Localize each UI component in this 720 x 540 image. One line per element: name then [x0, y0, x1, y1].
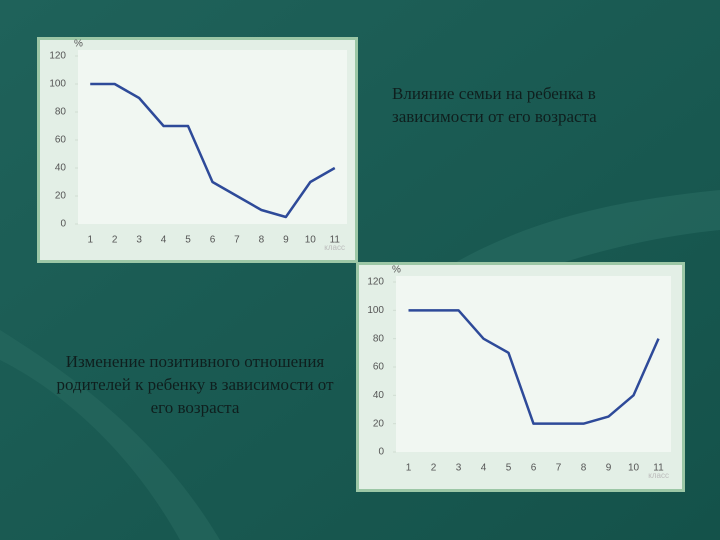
- y-tick-label: 120: [49, 51, 66, 62]
- data-line: [90, 82, 336, 219]
- x-tick-label: 1: [87, 235, 93, 246]
- chart: % класс 0 20 40 60 80 100 120 1 2 3 4 5 6 7 8 9 10 11: [37, 37, 358, 263]
- x-tick-label: 3: [136, 235, 142, 246]
- y-tick-label: 0: [60, 219, 66, 230]
- y-axis-label: %: [392, 265, 401, 276]
- x-tick-label: 8: [259, 235, 265, 246]
- data-line: [408, 309, 660, 425]
- x-tick-label: 5: [185, 235, 191, 246]
- y-tick-label: 120: [367, 277, 384, 288]
- x-tick-label: 6: [210, 235, 216, 246]
- y-tick-label: 0: [378, 447, 384, 458]
- x-tick-label: 4: [481, 463, 487, 474]
- x-tick-label: 3: [456, 463, 462, 474]
- y-tick-label: 100: [49, 79, 66, 90]
- y-tick-label: 20: [55, 191, 67, 202]
- x-tick-label: 2: [431, 463, 437, 474]
- y-tick-label: 40: [55, 163, 67, 174]
- x-tick-label: 9: [606, 463, 612, 474]
- y-axis-label: %: [74, 39, 83, 50]
- chart-title: Изменение позитивного отношения родителе…: [56, 352, 334, 417]
- y-tick-label: 40: [373, 390, 385, 401]
- x-tick-label: 8: [581, 463, 587, 474]
- x-tick-label: 10: [305, 235, 317, 246]
- x-tick-label: 7: [556, 463, 562, 474]
- x-tick-label: 5: [506, 463, 512, 474]
- chart-title: Влияние семьи на ребенка в зависимости о…: [392, 84, 597, 126]
- x-tick-label: 2: [112, 235, 118, 246]
- y-tick-label: 60: [55, 135, 67, 146]
- y-tick-label: 20: [373, 418, 385, 429]
- y-tick-label: 100: [367, 305, 384, 316]
- y-tick-label: 80: [55, 107, 67, 118]
- x-tick-label: 11: [330, 235, 341, 246]
- x-tick-label: 11: [653, 463, 664, 474]
- y-tick-label: 80: [373, 333, 385, 344]
- x-tick-label: 4: [161, 235, 167, 246]
- x-tick-label: 7: [234, 235, 240, 246]
- x-tick-label: 1: [406, 463, 412, 474]
- x-tick-label: 10: [628, 463, 640, 474]
- chart: % класс 0 20 40 60 80 100 120 1 2 3 4 5 6 7 8 9 10 11: [356, 262, 685, 492]
- x-tick-label: 9: [283, 235, 289, 246]
- x-tick-label: 6: [531, 463, 537, 474]
- x-axis-label: класс: [324, 243, 345, 252]
- y-tick-label: 60: [373, 362, 385, 373]
- plot-area: [396, 276, 671, 452]
- plot-area: [78, 50, 347, 224]
- x-axis-label: класс: [648, 471, 669, 480]
